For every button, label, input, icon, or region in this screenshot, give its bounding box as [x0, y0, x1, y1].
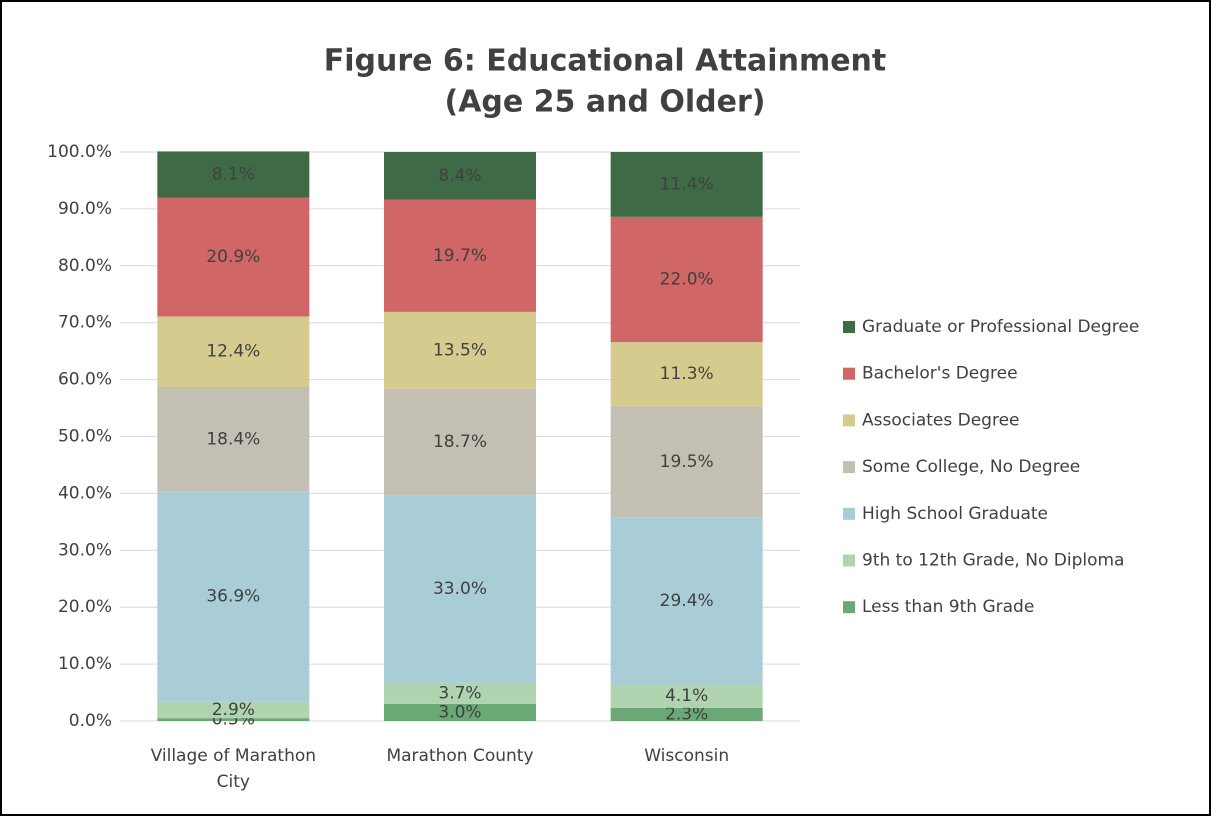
bar-segment [157, 491, 310, 702]
bar-segment [610, 152, 763, 217]
x-tick-label: Wisconsin [644, 746, 730, 766]
data-label: 29.4% [660, 591, 714, 611]
bar-segment [384, 199, 536, 312]
bar-segment [610, 517, 763, 685]
data-label: 12.4% [206, 342, 260, 362]
bar-segment [610, 684, 763, 708]
bar-segment [610, 406, 763, 518]
y-tick-label: 90.0% [58, 199, 112, 219]
chart-title: Figure 6: Educational Attainment [324, 44, 887, 79]
bar-segment [157, 316, 310, 387]
legend-swatch [843, 507, 855, 520]
legend-swatch [843, 601, 855, 614]
y-tick-label: 100.0% [47, 142, 112, 162]
bar-segment [384, 682, 536, 704]
legend-swatch [843, 554, 855, 567]
x-tick-label: Marathon County [386, 746, 534, 766]
legend-label: 9th to 12th Grade, No Diploma [862, 551, 1124, 571]
legend-label: High School Graduate [862, 504, 1048, 524]
bar-segment [384, 388, 536, 496]
data-label: 8.4% [438, 166, 481, 186]
data-label: 2.3% [665, 704, 708, 724]
data-label: 4.1% [665, 686, 708, 706]
legend-label: Associates Degree [862, 410, 1020, 430]
y-tick-label: 30.0% [58, 540, 112, 560]
bar-segment [384, 311, 536, 389]
legend-label: Some College, No Degree [862, 457, 1080, 477]
data-label: 22.0% [660, 269, 714, 289]
bar-segment [610, 342, 763, 407]
data-label: 36.9% [206, 587, 260, 607]
data-label: 11.3% [660, 364, 714, 384]
legend-label: Less than 9th Grade [862, 597, 1034, 617]
data-label: 11.4% [660, 174, 714, 194]
data-label: 2.9% [212, 700, 255, 720]
data-label: 18.7% [433, 432, 487, 452]
bar-segment [157, 718, 310, 721]
data-label: 33.0% [433, 579, 487, 599]
data-label: 13.5% [433, 340, 487, 360]
bar-segment [610, 216, 763, 343]
bar-segment [384, 152, 536, 200]
y-tick-label: 10.0% [58, 654, 112, 674]
bar-segment [157, 151, 310, 198]
data-label: 20.9% [206, 247, 260, 267]
bar-segment [384, 703, 536, 721]
chart-title: (Age 25 and Older) [444, 85, 765, 120]
data-label: 3.0% [438, 702, 481, 722]
data-label: 8.1% [212, 164, 255, 184]
y-tick-label: 50.0% [58, 427, 112, 447]
bar-segment [610, 707, 763, 721]
y-tick-label: 20.0% [58, 597, 112, 617]
legend-swatch [843, 367, 855, 380]
x-tick-label: Village of Marathon City [150, 746, 317, 792]
y-tick-label: 70.0% [58, 313, 112, 333]
legend-swatch [843, 414, 855, 427]
y-tick-label: 80.0% [58, 256, 112, 276]
bar-segment [157, 701, 310, 719]
bar-segment [384, 495, 536, 683]
data-label: 19.5% [660, 452, 714, 472]
y-tick-label: 0.0% [69, 711, 112, 731]
data-label: 3.7% [438, 683, 481, 703]
data-label: 18.4% [206, 429, 260, 449]
bar-segment [157, 197, 310, 317]
legend-label: Graduate or Professional Degree [862, 317, 1139, 337]
bar-segment [157, 386, 310, 492]
data-label: 19.7% [433, 246, 487, 266]
legend-label: Bachelor's Degree [862, 364, 1018, 384]
legend-swatch [843, 461, 855, 474]
legend-swatch [843, 321, 855, 333]
y-tick-label: 40.0% [58, 483, 112, 503]
y-tick-label: 60.0% [58, 370, 112, 390]
